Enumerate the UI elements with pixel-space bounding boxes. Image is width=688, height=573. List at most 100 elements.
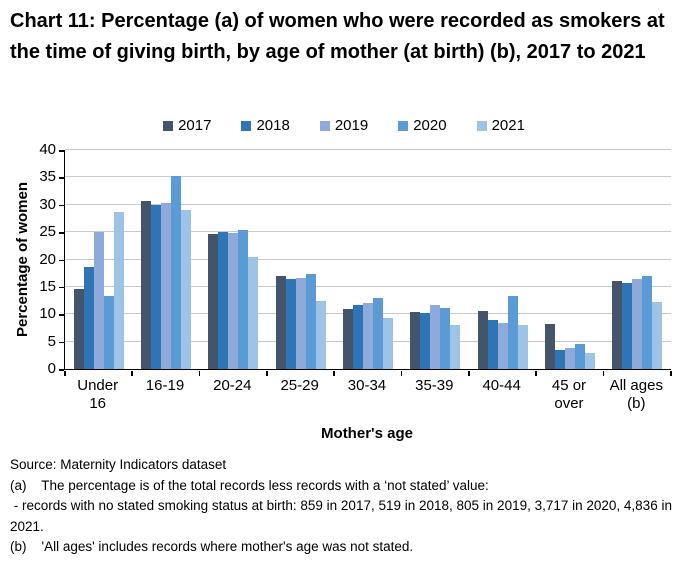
bar-2019-30-34 — [362, 302, 373, 369]
bar-2021-all-ages-b — [652, 302, 663, 369]
legend-item-2018: 2018 — [241, 117, 290, 134]
y-tick-label-30: 30 — [39, 195, 56, 213]
chart-title: Chart 11: Percentage (a) of women who we… — [10, 10, 665, 63]
legend-swatch-icon — [476, 120, 487, 131]
legend-swatch-icon — [163, 120, 174, 131]
x-label-45-or-over: 45 or over — [551, 377, 587, 412]
x-axis-labels: Under 16 16-19 20-24 25-29 30-34 35-39 40-44 45 … — [64, 377, 670, 413]
y-tick-mark-20 — [59, 259, 64, 261]
bar-2021-35-39 — [450, 324, 461, 369]
bar-2019-all-ages-b — [632, 279, 643, 369]
bar-2018-45-or-over — [554, 349, 565, 369]
y-tick-label-20: 20 — [39, 250, 56, 268]
x-label-all-ages-b: All ages (b) — [609, 377, 663, 412]
legend-swatch-icon — [241, 120, 252, 131]
footnote-line-1: Source: Maternity Indicators dataset — [10, 457, 227, 472]
legend-label: 2020 — [413, 117, 447, 134]
y-tick-label-15: 15 — [39, 277, 56, 295]
bar-2017-under-16 — [73, 288, 84, 369]
bar-2019-20-24 — [228, 232, 239, 369]
y-tick-label-35: 35 — [39, 168, 56, 186]
x-tick-mark-8 — [602, 370, 605, 376]
x-tick-mark-3 — [266, 370, 268, 376]
legend-item-2021: 2021 — [476, 117, 525, 134]
y-tick-label-40: 40 — [39, 141, 56, 158]
x-label-40-44: 40-44 — [482, 377, 521, 394]
bar-2020-16-19 — [170, 175, 181, 369]
gridline-35 — [65, 176, 671, 178]
x-tick-mark-1 — [131, 370, 133, 376]
x-axis-title: Mother's age — [321, 425, 413, 442]
footnote-line-2: (a) The percentage is of the total recor… — [10, 477, 489, 493]
legend-item-2020: 2020 — [398, 117, 447, 134]
bar-2021-20-24 — [248, 257, 259, 369]
bar-2020-all-ages-b — [642, 276, 653, 369]
bar-2019-45-or-over — [564, 347, 575, 369]
bar-2021-30-34 — [382, 318, 393, 369]
x-label-30-34: 30-34 — [347, 377, 387, 394]
y-tick-label-25: 25 — [39, 223, 56, 241]
y-tick-label-5: 5 — [47, 332, 56, 350]
bar-2017-30-34 — [342, 308, 353, 369]
legend-label: 2018 — [256, 117, 290, 134]
bar-2018-under-16 — [83, 267, 94, 369]
x-tick-mark-5 — [400, 370, 403, 376]
bar-2021-40-44 — [517, 324, 528, 369]
bar-2019-under-16 — [93, 232, 104, 369]
bar-2017-40-44 — [477, 310, 488, 369]
x-label-under-16: Under 16 — [77, 377, 119, 412]
bar-2018-all-ages-b — [622, 282, 633, 369]
y-tick-mark-40 — [59, 150, 64, 152]
bar-2021-25-29 — [315, 300, 326, 369]
bar-2018-35-39 — [420, 313, 431, 369]
legend-label: 2021 — [491, 117, 525, 134]
bar-group-25-29 — [267, 150, 334, 369]
bar-group-30-34 — [334, 150, 401, 369]
bar-2017-20-24 — [208, 233, 219, 369]
y-tick-mark-0 — [59, 369, 64, 371]
gridline-20 — [65, 258, 671, 260]
x-label-20-24: 20-24 — [213, 377, 252, 394]
x-tick-mark-4 — [333, 370, 335, 376]
legend: 2017 2018 2019 2020 2021 — [0, 117, 688, 134]
gridline-15 — [65, 285, 671, 287]
gridline-25 — [65, 231, 671, 233]
bar-2020-20-24 — [238, 229, 249, 369]
bar-group-all-ages-b — [604, 150, 671, 369]
legend-item-2019: 2019 — [319, 117, 369, 134]
legend-item-2017: 2017 — [163, 117, 211, 134]
y-tick-mark-25 — [59, 232, 64, 234]
footnotes: Source: Maternity Indicators dataset (a) … — [10, 455, 678, 558]
bar-2019-16-19 — [160, 203, 171, 369]
chart: Percentage of women 0 5 10 15 20 25 30 35 40 Und… — [0, 141, 688, 445]
bar-2018-40-44 — [487, 320, 498, 369]
x-tick-mark-0 — [64, 370, 66, 376]
y-tick-mark-30 — [59, 204, 64, 207]
legend-swatch-icon — [319, 120, 330, 131]
bar-group-35-39 — [402, 150, 469, 369]
bar-2019-35-39 — [430, 304, 441, 369]
legend-label: 2017 — [178, 117, 212, 134]
x-tick-mark-6 — [468, 370, 470, 376]
bar-groups — [65, 150, 671, 369]
bar-group-20-24 — [200, 150, 267, 369]
bar-2020-45-or-over — [574, 344, 585, 369]
gridline-30 — [65, 203, 671, 205]
x-label-25-29: 25-29 — [280, 377, 319, 394]
bar-2020-35-39 — [440, 307, 451, 369]
y-tick-mark-5 — [59, 341, 64, 344]
bar-2021-16-19 — [180, 210, 191, 369]
plot-area — [64, 149, 671, 370]
footnote-line-3: - records with no stated smoking status … — [10, 498, 676, 534]
bar-2017-all-ages-b — [612, 280, 623, 369]
footnote-line-4: (b) 'All ages' includes records where mo… — [10, 539, 414, 555]
legend-label: 2019 — [334, 117, 369, 134]
bar-2017-25-29 — [275, 275, 286, 369]
bar-2020-30-34 — [372, 298, 383, 369]
bar-group-16-19 — [132, 150, 199, 369]
y-tick-label-10: 10 — [39, 305, 56, 323]
bar-group-under-16 — [65, 150, 132, 369]
bar-2018-20-24 — [218, 232, 229, 369]
bar-2019-25-29 — [295, 278, 306, 369]
y-tick-mark-10 — [59, 314, 64, 316]
